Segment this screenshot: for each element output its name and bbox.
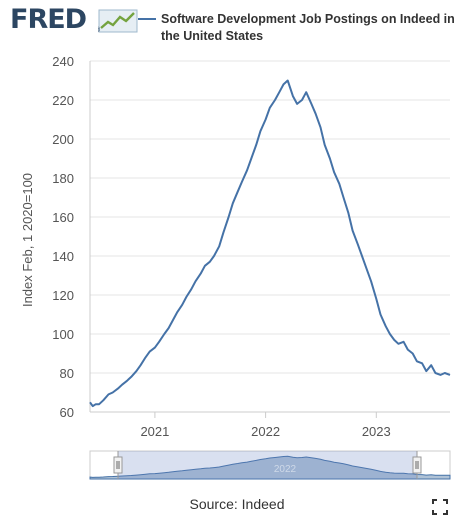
y-tick-labels: 60 80 100 120 140 160 180 200 220 240 <box>52 54 74 420</box>
navigator-left-handle[interactable] <box>113 451 123 479</box>
x-tick-label: 2023 <box>362 424 391 439</box>
range-navigator[interactable]: 2022 <box>89 450 451 480</box>
series-group <box>89 79 451 408</box>
registered-mark: ® <box>98 26 101 33</box>
navigator-right-handle[interactable] <box>412 451 422 479</box>
navigator-selected-range[interactable] <box>118 451 417 479</box>
y-tick-label: 60 <box>60 405 74 420</box>
y-tick-label: 160 <box>52 210 74 225</box>
x-tick-label: 2022 <box>251 424 280 439</box>
fred-logo-text: FRED <box>10 4 87 35</box>
y-tick-label: 80 <box>60 366 74 381</box>
chart-header: FRED ® Software Development Job Postings… <box>0 0 474 50</box>
navigator-year-label: 2022 <box>274 464 297 475</box>
y-tick-label: 100 <box>52 327 74 342</box>
y-tick-label: 180 <box>52 171 74 186</box>
fred-logo-graph-icon: ® <box>98 9 138 33</box>
fullscreen-icon[interactable] <box>432 499 448 515</box>
y-tick-label: 240 <box>52 54 74 69</box>
navigator-series-area <box>89 455 451 480</box>
series-line[interactable] <box>89 79 451 408</box>
y-tick-label: 120 <box>52 288 74 303</box>
x-tick-labels: 2021 2022 2023 <box>90 411 450 439</box>
source-note: Source: Indeed <box>189 496 285 512</box>
y-tick-label: 200 <box>52 132 74 147</box>
legend-series-line <box>138 18 156 20</box>
y-axis-label: Index Feb, 1 2020=100 <box>20 173 35 307</box>
y-tick-label: 140 <box>52 249 74 264</box>
legend-series-label: Software Development Job Postings on Ind… <box>161 12 455 43</box>
y-tick-label: 220 <box>52 93 74 108</box>
x-tick-label: 2021 <box>140 424 169 439</box>
